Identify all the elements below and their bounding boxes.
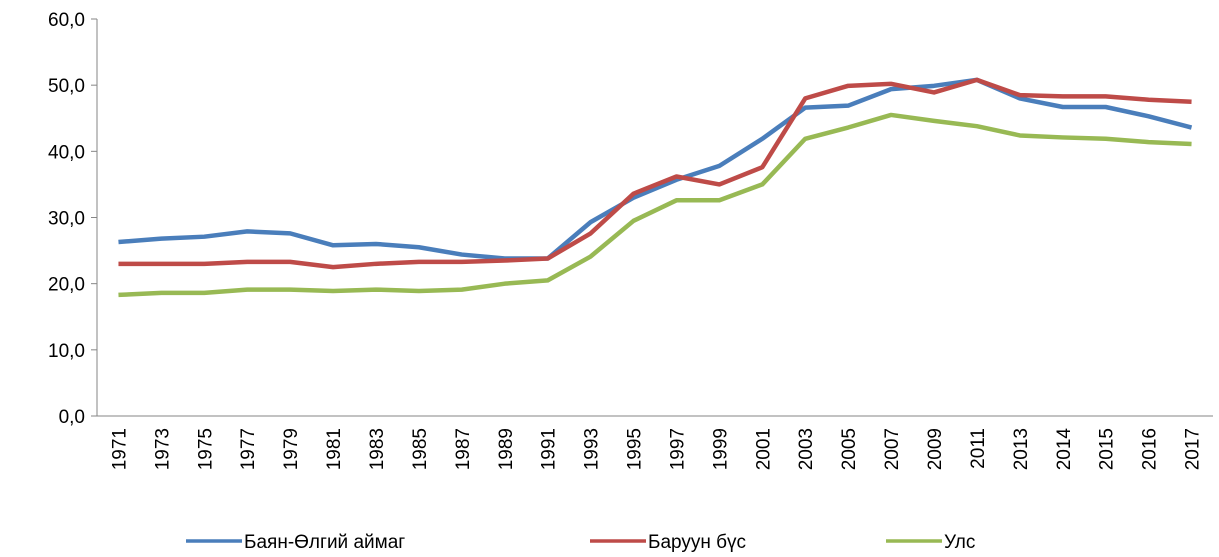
x-tick-label: 2013 — [1011, 428, 1032, 470]
x-tick-label: 1995 — [625, 428, 646, 470]
x-tick-label: 1973 — [152, 428, 173, 470]
x-tick-label: 1989 — [496, 428, 517, 470]
x-tick-label: 1985 — [410, 428, 431, 470]
legend-label: Улс — [944, 532, 975, 552]
y-tick-label: 0,0 — [59, 407, 85, 428]
x-tick-label: 1981 — [324, 428, 345, 470]
x-tick-label: 2017 — [1183, 428, 1204, 470]
x-tick-label: 1983 — [367, 428, 388, 470]
x-tick-label: 1999 — [710, 428, 731, 470]
x-tick-label: 1997 — [667, 428, 688, 470]
x-tick-label: 1977 — [238, 428, 259, 470]
y-tick-label: 40,0 — [48, 142, 85, 163]
line-series — [118, 77, 1193, 261]
y-tick-label: 10,0 — [48, 341, 85, 362]
x-tick-label: 1975 — [195, 428, 216, 470]
x-tick-label: 1979 — [281, 428, 302, 470]
x-tick-label: 2003 — [796, 428, 817, 470]
x-tick-label: 2001 — [753, 428, 774, 470]
x-tick-label: 1991 — [539, 428, 560, 470]
y-tick-label: 60,0 — [48, 10, 85, 31]
line-series — [118, 77, 1192, 270]
x-tick-label: 2005 — [839, 428, 860, 470]
y-tick-label: 50,0 — [48, 76, 85, 97]
x-tick-label: 2009 — [925, 428, 946, 470]
legend-label: Баян-Өлгий аймаг — [244, 532, 405, 552]
x-tick-label: 1993 — [582, 428, 603, 470]
y-tick-label: 30,0 — [48, 209, 85, 230]
x-tick-label: 1971 — [109, 428, 130, 470]
legend-label: Баруун бүс — [648, 532, 746, 552]
y-tick-label: 20,0 — [48, 275, 85, 296]
x-tick-label: 2007 — [882, 428, 903, 470]
x-tick-label: 2011 — [968, 428, 989, 469]
line-series — [118, 112, 1192, 298]
x-tick-label: 2014 — [1054, 428, 1075, 471]
x-tick-label: 1987 — [453, 428, 474, 470]
x-tick-label: 2016 — [1140, 428, 1161, 470]
x-tick-label: 2015 — [1097, 428, 1118, 470]
